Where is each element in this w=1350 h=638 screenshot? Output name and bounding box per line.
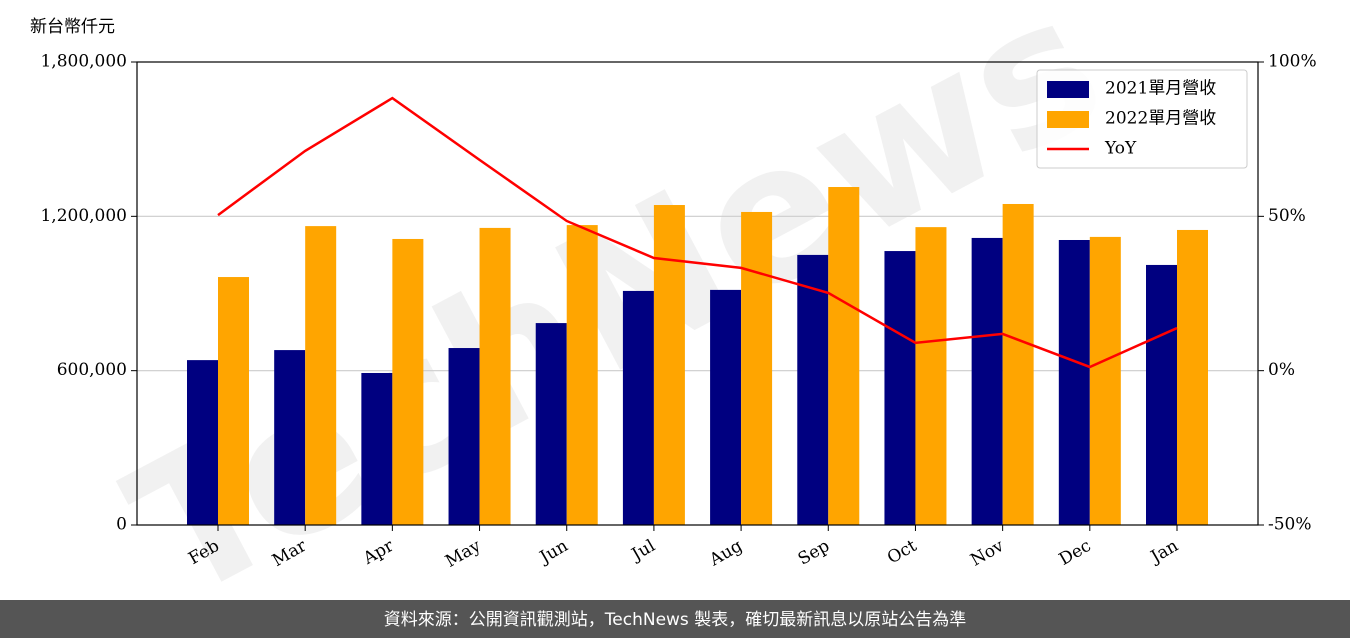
x-tick-label: Sep (795, 536, 833, 570)
x-tick-label: Oct (884, 536, 920, 569)
x-tick-label: Dec (1056, 536, 1095, 570)
bar (622, 290, 654, 525)
legend-swatch (1047, 111, 1089, 128)
y-tick-label: 1,800,000 (40, 52, 127, 72)
legend-label: YoY (1104, 139, 1137, 159)
x-tick-label: Jun (535, 536, 572, 569)
bar (535, 323, 567, 525)
footer-bar (0, 600, 1350, 638)
bar (1146, 264, 1177, 525)
x-tick-label: Jan (1146, 536, 1182, 568)
bar (1002, 203, 1034, 525)
y-axis-title: 新台幣仟元 (30, 17, 115, 37)
y-tick-label: 0 (116, 515, 127, 535)
bar (566, 225, 598, 525)
x-tick-label: Aug (705, 536, 746, 571)
y2-tick-label: 0% (1268, 360, 1295, 380)
bar (971, 237, 1003, 525)
bar (828, 187, 860, 525)
bar (187, 360, 218, 525)
y2-tick-label: 50% (1268, 206, 1306, 226)
legend-box (1036, 69, 1248, 169)
y-tick-label: 1,200,000 (40, 206, 127, 226)
bar (392, 238, 424, 526)
bar (361, 372, 393, 525)
x-tick-label: Jul (627, 536, 659, 566)
bar (1177, 229, 1208, 525)
footer-text: 資料來源：公開資訊觀測站，TechNews 製表，確切最新訊息以原站公告為準 (384, 610, 966, 630)
line (217, 96, 1178, 369)
bar (274, 350, 306, 525)
bar (797, 254, 829, 525)
bar (915, 227, 947, 526)
y2-tick-label: 100% (1268, 52, 1317, 72)
bar (448, 348, 480, 525)
legend-label: 2021單月營收 (1105, 79, 1216, 99)
bar (479, 227, 511, 526)
plot-frame (136, 61, 1259, 526)
bar (884, 251, 916, 525)
y-tick-label: 600,000 (57, 360, 127, 380)
bar (741, 211, 773, 525)
legend-swatch (1047, 81, 1089, 98)
bar (305, 226, 337, 525)
x-tick-label: May (442, 536, 485, 572)
x-tick-label: Nov (967, 536, 1007, 571)
bar (1089, 236, 1121, 525)
bar (1058, 239, 1090, 525)
y2-tick-label: -50% (1268, 515, 1312, 535)
bar (653, 205, 685, 525)
bar (710, 289, 742, 525)
bar (218, 277, 249, 525)
legend-label: 2022單月營收 (1105, 109, 1216, 129)
